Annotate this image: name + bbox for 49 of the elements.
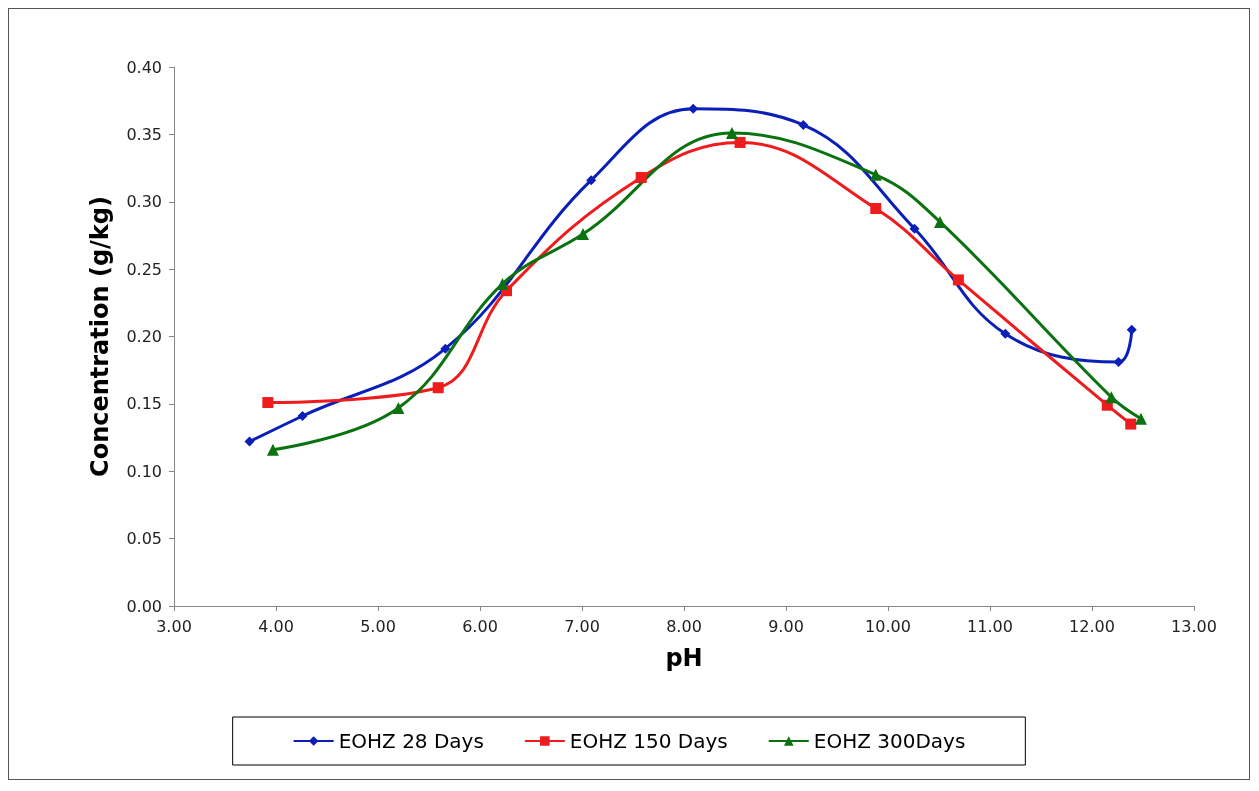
y-tick-label: 0.10	[126, 461, 162, 481]
point	[440, 343, 451, 354]
legend-label: EOHZ 300Days	[813, 729, 966, 753]
point	[688, 103, 699, 114]
x-tick-label: 7.00	[564, 616, 600, 636]
y-tick-label: 0.30	[126, 192, 162, 212]
x-tick-label: 3.00	[156, 616, 192, 636]
point	[909, 223, 920, 234]
point	[1105, 391, 1118, 404]
point	[1134, 412, 1147, 425]
x-tick-label: 4.00	[258, 616, 294, 636]
y-tick-label: 0.25	[126, 259, 162, 279]
point	[432, 382, 444, 394]
point	[266, 443, 279, 456]
y-tick-label: 0.20	[126, 327, 162, 346]
point	[1126, 324, 1137, 335]
point	[798, 119, 809, 130]
x-tick-label: 13.00	[1171, 616, 1217, 636]
x-tick-label: 11.00	[967, 616, 1013, 636]
x-tick-label: 8.00	[666, 616, 702, 636]
y-tick-label: 0.15	[126, 394, 162, 414]
x-tick-label: 10.00	[865, 616, 911, 636]
point	[869, 168, 882, 181]
y-tick-label: 0.00	[126, 596, 162, 616]
point	[244, 436, 255, 447]
x-axis-title: pH	[665, 644, 703, 672]
x-tick-label: 6.00	[462, 616, 498, 636]
point	[297, 411, 308, 421]
point	[577, 228, 590, 241]
x-tick-label: 5.00	[360, 616, 396, 636]
point	[870, 202, 882, 214]
y-tick-label: 0.35	[126, 124, 162, 144]
point	[1113, 357, 1124, 368]
legend-label: EOHZ 28 Days	[338, 729, 484, 753]
y-tick-label: 0.40	[126, 57, 162, 77]
legend-label: EOHZ 150 Days	[569, 729, 728, 753]
x-tick-label: 12.00	[1069, 616, 1115, 636]
point	[725, 127, 738, 140]
point	[1000, 328, 1011, 339]
point	[392, 401, 405, 414]
point	[262, 397, 274, 409]
y-axis-title: Concentration (g/kg)	[86, 196, 114, 477]
point	[586, 175, 597, 186]
point	[1125, 418, 1137, 430]
point	[635, 171, 647, 183]
point	[734, 136, 746, 148]
y-tick-label: 0.05	[126, 529, 162, 549]
point	[952, 274, 964, 286]
x-tick-label: 9.00	[768, 616, 804, 636]
